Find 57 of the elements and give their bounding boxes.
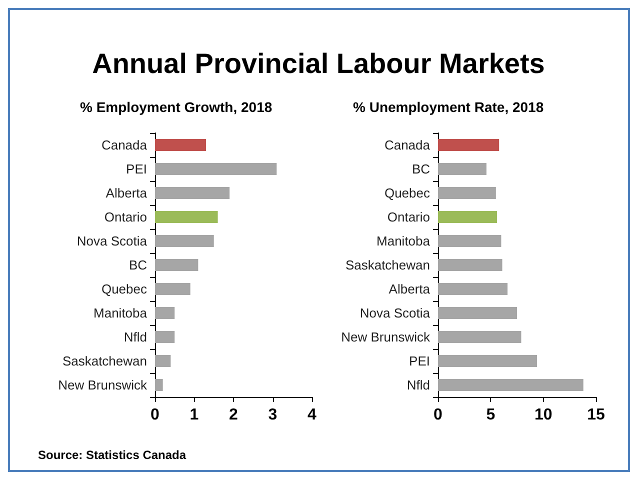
bar (155, 379, 163, 391)
y-tick-label: Manitoba (376, 234, 431, 248)
bar (438, 307, 517, 319)
y-tick-label: Canada (384, 138, 431, 152)
bar (438, 211, 497, 223)
bar (155, 355, 171, 367)
bar (438, 259, 502, 271)
bar (438, 163, 486, 175)
y-tick-label: New Brunswick (341, 330, 430, 344)
bar (155, 211, 218, 223)
bar (155, 331, 175, 343)
y-tick-label: BC (412, 162, 430, 176)
y-tick-label: Nova Scotia (360, 306, 431, 320)
y-tick-label: Ontario (387, 210, 430, 224)
y-tick-label: Alberta (388, 282, 431, 296)
chart-subtitle: % Unemployment Rate, 2018 (353, 99, 544, 115)
bar (438, 379, 584, 391)
y-tick-label: Saskatchewan (345, 258, 430, 272)
y-tick-label: Manitoba (94, 306, 148, 320)
y-tick-label: Nfld (124, 330, 147, 344)
x-tick-label: 0 (150, 406, 160, 424)
bar (155, 187, 230, 199)
bar (155, 139, 206, 151)
y-tick-label: PEI (126, 162, 147, 176)
bar (438, 235, 502, 247)
x-tick-label: 3 (268, 406, 278, 424)
y-tick-label: BC (128, 258, 147, 272)
bar (438, 139, 500, 151)
bar (438, 331, 522, 343)
y-tick-label: Saskatchewan (62, 354, 147, 368)
bar (438, 283, 508, 295)
y-tick-label: Canada (101, 138, 148, 152)
chart-subtitle: % Employment Growth, 2018 (80, 99, 272, 115)
bar (155, 259, 198, 271)
y-tick-label: New Brunswick (58, 378, 148, 392)
y-tick-label: Quebec (384, 186, 430, 200)
y-tick-label: Ontario (104, 210, 147, 224)
bar (438, 187, 496, 199)
bar (155, 283, 190, 295)
bar (155, 235, 214, 247)
x-tick-label: 2 (229, 406, 238, 424)
y-tick-label: Quebec (101, 282, 148, 296)
x-tick-label: 5 (486, 406, 496, 424)
y-tick-label: PEI (409, 354, 430, 368)
chart-title: Annual Provincial Labour Markets (91, 48, 546, 80)
x-tick-label: 15 (587, 406, 605, 424)
bar (438, 355, 538, 367)
x-tick-label: 0 (434, 406, 443, 424)
source-note: Source: Statistics Canada (38, 448, 186, 462)
bar (155, 307, 175, 319)
x-tick-label: 4 (308, 406, 317, 424)
y-tick-label: Nova Scotia (76, 234, 148, 248)
x-tick-label: 1 (190, 406, 199, 424)
y-tick-label: Nfld (406, 378, 430, 392)
y-tick-label: Alberta (106, 186, 148, 200)
bar (155, 163, 277, 175)
x-tick-label: 10 (534, 406, 552, 424)
